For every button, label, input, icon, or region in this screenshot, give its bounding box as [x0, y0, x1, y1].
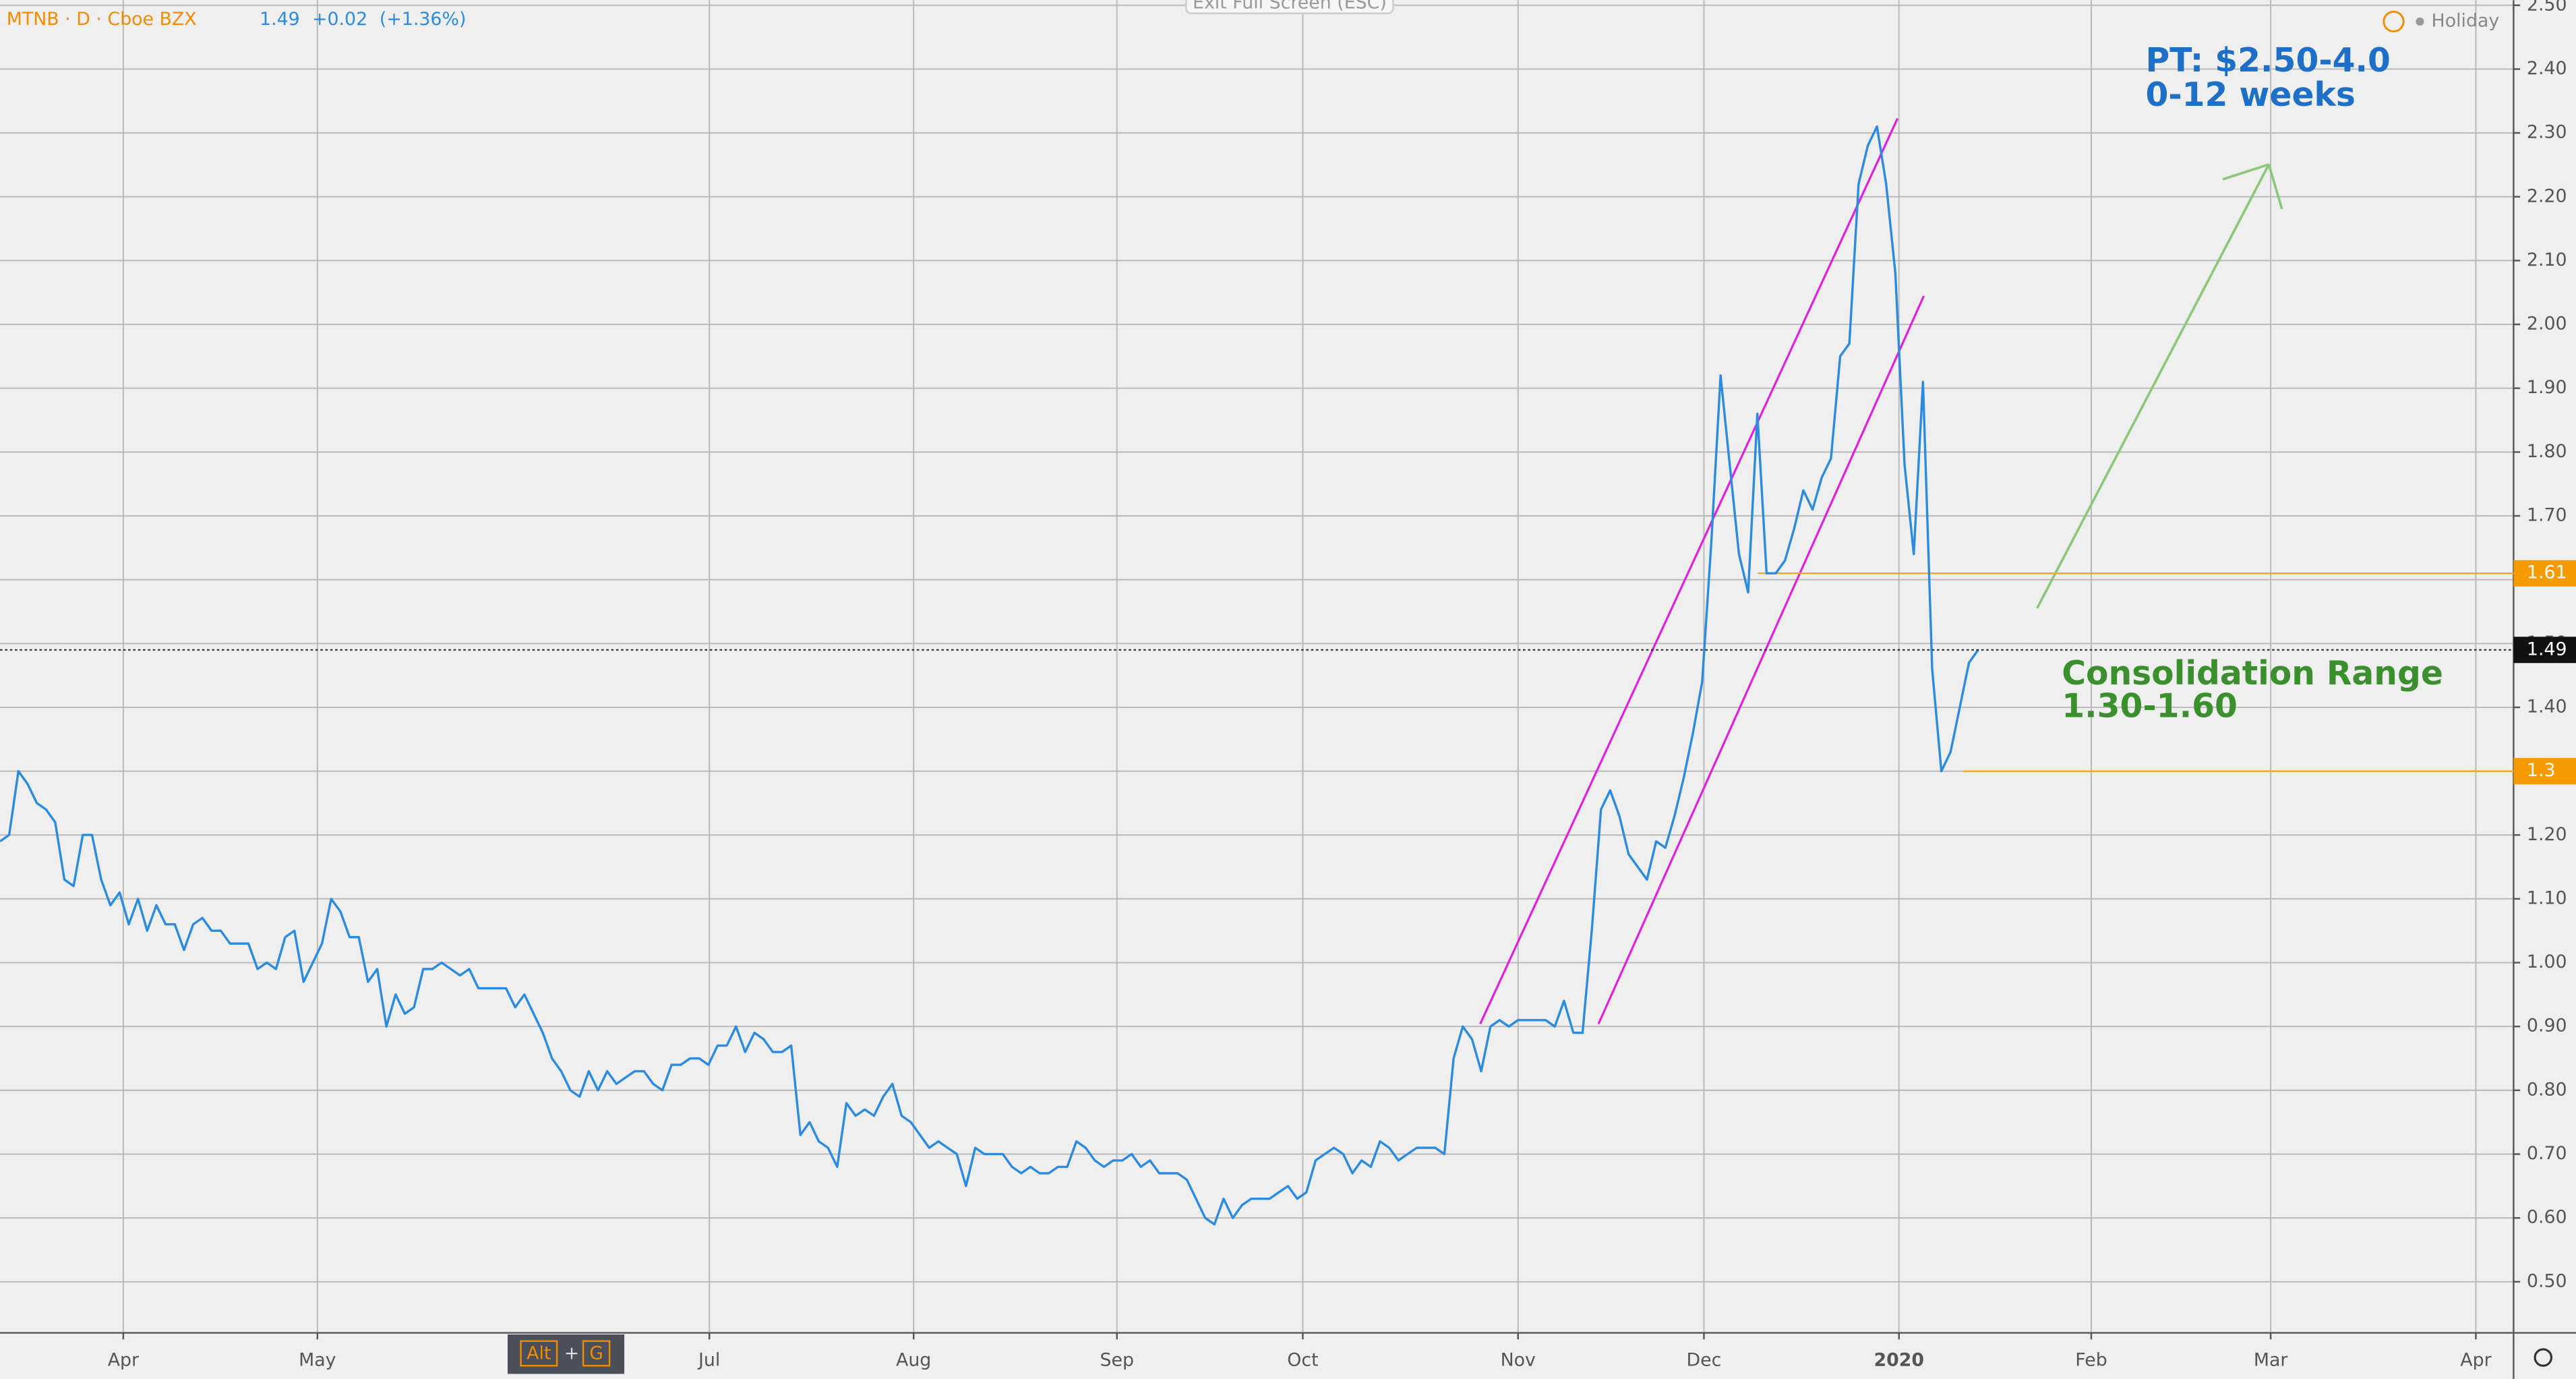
- arrow-head: [2222, 163, 2269, 181]
- change-pct: (+1.36%): [380, 9, 467, 30]
- x-tick-label: Feb: [2075, 1349, 2107, 1370]
- y-tick-label: 2.30: [2527, 122, 2567, 143]
- annotation: 0-12 weeks: [2146, 76, 2356, 114]
- y-tick-label: 2.40: [2527, 58, 2567, 79]
- x-tick-label: Oct: [1287, 1349, 1318, 1370]
- y-tick-label: 0.90: [2527, 1016, 2567, 1036]
- holiday-dot: [2416, 17, 2424, 26]
- y-tick-label: 1.40: [2527, 696, 2567, 717]
- annotation: Consolidation Range: [2062, 655, 2443, 693]
- level-label-bg: [2513, 758, 2576, 785]
- y-tick-label: 2.50: [2527, 0, 2567, 15]
- x-tick-label: 2020: [1874, 1349, 1924, 1370]
- key-plus: +: [564, 1343, 579, 1364]
- arrow-head: [2267, 164, 2283, 210]
- y-tick-label: 2.20: [2527, 185, 2567, 206]
- y-tick-label: 0.80: [2527, 1079, 2567, 1100]
- trend-line: [1597, 295, 1925, 1025]
- key-box: [582, 1340, 611, 1367]
- y-tick-label: 0.60: [2527, 1207, 2567, 1228]
- symbol: MTNB · D · Cboe BZX: [7, 9, 197, 30]
- change: +0.02: [312, 9, 367, 30]
- x-tick-label: Apr: [2460, 1349, 2492, 1370]
- settings-icon[interactable]: [2534, 1348, 2553, 1367]
- y-tick-label: 1.10: [2527, 887, 2567, 908]
- x-tick-label: Aug: [896, 1349, 931, 1370]
- y-tick-label: 1.90: [2527, 377, 2567, 398]
- level-label: 1.61: [2527, 562, 2567, 583]
- x-tick-label: Mar: [2254, 1349, 2289, 1370]
- level-label-bg: [2513, 560, 2576, 587]
- last-price-label: 1.49: [2527, 639, 2567, 659]
- holiday-icon[interactable]: [2383, 10, 2405, 32]
- annotation: 1.30-1.60: [2062, 688, 2238, 726]
- key-box: [520, 1340, 558, 1367]
- y-tick-label: 1.80: [2527, 441, 2567, 462]
- price-layer: 1.61 1.3 1.49: [0, 125, 2576, 1226]
- x-tick-label: Apr: [108, 1349, 140, 1370]
- key-g: G: [589, 1343, 603, 1364]
- y-tick-label: 1.70: [2527, 505, 2567, 526]
- x-tick-label: Nov: [1501, 1349, 1536, 1370]
- key-alt: Alt: [527, 1343, 551, 1364]
- exit-button[interactable]: [1185, 0, 1394, 14]
- y-tick-label: 0.50: [2527, 1270, 2567, 1291]
- y-tick-label: 0.70: [2527, 1143, 2567, 1164]
- x-tick-label: May: [299, 1349, 336, 1370]
- holiday-label[interactable]: Holiday: [2432, 10, 2500, 31]
- x-tick-label: Jul: [697, 1349, 720, 1370]
- x-tick-label: Dec: [1687, 1349, 1722, 1370]
- level-label: 1.3: [2527, 760, 2556, 781]
- x-tick-label: Sep: [1100, 1349, 1135, 1370]
- y-tick-label: 1.00: [2527, 951, 2567, 972]
- annotation: PT: $2.50-4.0: [2146, 42, 2391, 80]
- trend-line: [1479, 118, 1899, 1025]
- y-tick-label: 2.00: [2527, 314, 2567, 334]
- exit-label[interactable]: Exit Full Screen (ESC): [1193, 0, 1387, 13]
- target-arrow: [2036, 164, 2270, 609]
- y-tick-label: 1.20: [2527, 824, 2567, 845]
- y-tick-label: 2.10: [2527, 250, 2567, 270]
- price-line: [0, 125, 1979, 1226]
- last-price: 1.49: [260, 9, 300, 30]
- last-price-bg: [2513, 637, 2576, 664]
